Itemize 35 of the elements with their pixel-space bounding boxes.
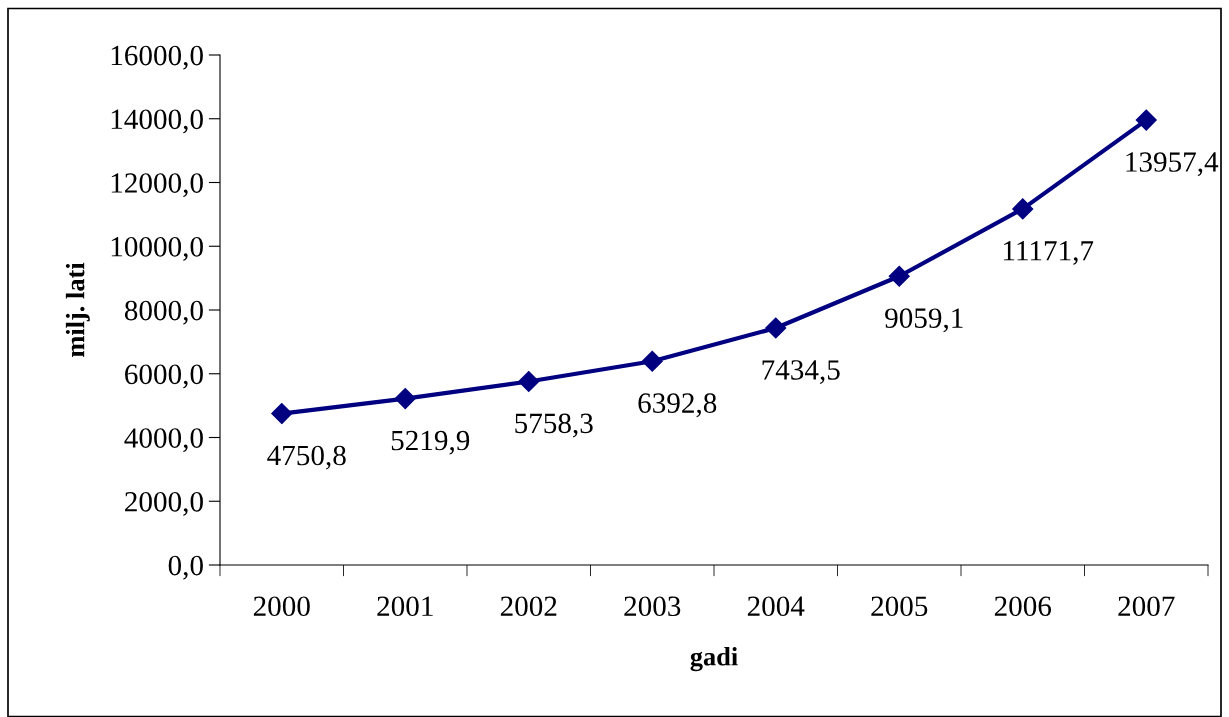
y-tick-label: 12000,0 [111,173,203,198]
data-label: 13957,4 [1126,152,1219,177]
y-axis-title: milj. lati [65,262,90,357]
x-axis-title: gadi [690,647,738,672]
x-tick-label: 2007 [1118,596,1175,617]
y-tick-label: 8000,0 [124,300,203,325]
y-tick-label: 0,0 [168,555,203,580]
point [271,403,293,425]
data-label: 5758,3 [515,413,593,438]
point [1012,198,1034,220]
data-label: 5219,9 [391,430,470,455]
data-label: 9059,1 [885,308,963,333]
y-tick-label: 4000,0 [124,428,203,453]
point [888,265,910,287]
x-tick-label: 2000 [253,596,310,617]
x-tick-label: 2002 [500,596,557,617]
x-tick-label: 2004 [747,596,805,617]
y-tick-label: 14000,0 [111,109,203,134]
y-tick-label: 10000,0 [111,236,203,261]
point [1135,109,1157,131]
y-tick-label: 16000,0 [111,45,203,70]
data-label: 4750,8 [267,445,346,470]
x-tick-label: 2006 [994,596,1052,617]
data-label: 11171,7 [1004,241,1094,265]
data-label: 6392,8 [638,393,717,418]
x-tick-label: 2003 [624,596,681,617]
x-tick-label: 2005 [871,596,928,617]
point [394,388,416,410]
y-tick-label: 2000,0 [125,491,203,516]
y-tick-label: 6000,0 [125,364,203,389]
data-label: 7434,5 [762,360,840,384]
point [518,370,540,392]
point [765,317,787,339]
point [641,350,663,372]
x-tick-label: 2001 [377,596,433,617]
